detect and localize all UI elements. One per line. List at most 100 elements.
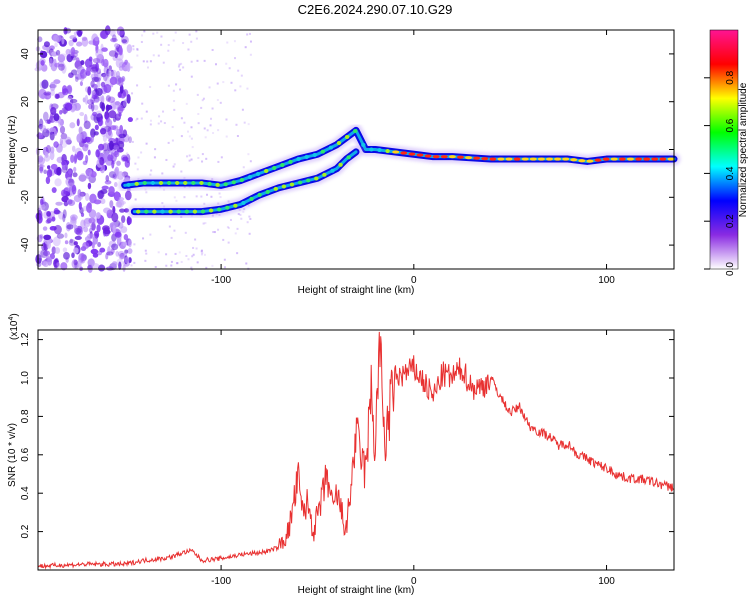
spectrogram-noise-speck [111,261,118,267]
spectrogram-noise-speck [90,66,99,73]
spectrogram-noise-speck [54,129,58,136]
spectrogram-noise-speck [105,76,111,87]
spectrogram-noise-speck [110,37,118,43]
spectrogram-noise-speck [64,232,68,239]
spectrogram-noise-speck [87,233,95,239]
spectrogram-noise-speck [180,170,183,173]
spectrogram-noise-speck [83,226,89,233]
spectrogram-noise-speck [149,60,152,63]
spectrogram-noise-speck [222,238,225,241]
spectrogram-noise-speck [65,48,71,56]
spectrogram-noise-speck [118,261,122,270]
spectrogram-noise-speck [81,37,89,47]
spectrogram-noise-speck [39,234,44,239]
spectrogram-noise-speck [108,110,117,119]
trace-blob [602,157,610,161]
trace-blob [142,180,147,185]
trace-blob [136,209,141,214]
spectrogram-noise-speck [61,153,67,164]
spectrogram-noise-speck [62,209,67,219]
spectrogram-noise-speck [194,238,197,241]
spectrogram-noise-speck [204,136,207,139]
snr-x-tick-label: -100 [211,576,231,587]
spectrogram-noise-speck [49,81,56,92]
spectrogram-noise-speck [249,53,252,56]
spectrogram-noise-speck [116,70,121,79]
spectrogram-noise-speck [108,50,117,57]
spectrogram-noise-speck [85,168,93,176]
spectrogram-noise-speck [111,212,119,223]
spectrogram-noise-speck [98,96,104,102]
spectrogram-noise-speck [205,157,208,160]
spectrogram-noise-speck [149,85,152,88]
spectrogram-noise-speck [113,150,120,158]
spectrogram-noise-speck [212,132,215,135]
trace-blob [257,192,262,197]
trace-blob [346,155,351,160]
spectrogram-noise-speck [49,150,55,161]
spectrogram-noise-speck [43,41,50,48]
spectrogram-noise-speck [153,156,156,159]
spectrogram-noise-speck [106,251,114,256]
spectrogram-noise-speck [76,118,80,127]
spectrogram-noise-speck [116,199,125,208]
trace-blob [126,182,131,187]
spectrogram-noise-speck [152,54,155,57]
spectrogram-noise-speck [61,63,67,74]
spectrogram-noise-speck [69,98,78,104]
spectrogram-noise-speck [84,193,90,202]
spectrogram-noise-speck [97,264,106,272]
spectrogram-noise-speck [69,122,76,129]
spectrogram-noise-speck [81,36,88,41]
spectrogram-noise-speck [51,246,56,255]
spectrogram-noise-speck [71,145,76,152]
spectrogram-noise-speck [147,66,150,69]
spectrogram-noise-speck [237,213,240,216]
spectrogram-noise-speck [131,92,134,95]
spectrogram-noise-speck [170,236,173,239]
snr-y-tick-label: 0.2 [20,524,31,538]
spectrogram-noise-speck [60,262,68,271]
spectrogram-noise-speck [36,214,43,224]
spectrogram-noise-speck [62,88,69,96]
spectrogram-noise-speck [249,40,252,43]
trace-blob [272,165,277,170]
spectrogram-noise-speck [132,45,135,48]
spectrogram-noise-speck [118,46,123,56]
trace-blob [241,200,246,205]
spectrogram-noise-speck [206,193,209,196]
spectrogram-noise-speck [108,171,116,179]
trace-blob [176,209,181,214]
spectrogram-noise-speck [38,203,46,211]
spectrogram-noise-speck [47,165,51,170]
spectrogram-noise-speck [108,140,114,151]
spectrogram-noise-speck [96,224,101,233]
spectrogram-noise-speck [190,158,193,161]
spectrogram-noise-speck [135,119,138,122]
trace-blob [513,157,521,161]
spectrogram-noise-speck [246,87,249,90]
spectrogram-noise-speck [35,254,42,264]
colorbar-tick-label: 0.8 [725,70,736,84]
spectrogram-noise-speck [182,66,185,69]
snr-scale-factor: (x104) [8,313,20,340]
trace-blob [239,177,245,182]
spectrogram-noise-speck [225,118,228,121]
spectrogram-noise-speck [56,166,62,176]
trace-blob [225,205,230,210]
spectrogram-noise-speck [233,40,236,43]
spectrogram-noise-speck [39,198,44,206]
spectrogram-noise-speck [72,52,78,58]
spectrogram-noise-speck [122,264,126,272]
spectrogram-noise-speck [174,31,177,34]
spectrogram-noise-speck [52,236,61,247]
spectrogram-noise-speck [145,110,148,113]
spectrogram-noise-speck [122,156,129,162]
spectrogram-noise-speck [37,155,44,163]
spectrogram-noise-speck [122,241,128,247]
spectrogram-noise-speck [87,149,91,156]
trace-blob [233,203,238,208]
trace-blob [134,181,139,186]
spectrogram-noise-speck [149,123,152,126]
spectrogram-noise-speck [67,199,76,206]
